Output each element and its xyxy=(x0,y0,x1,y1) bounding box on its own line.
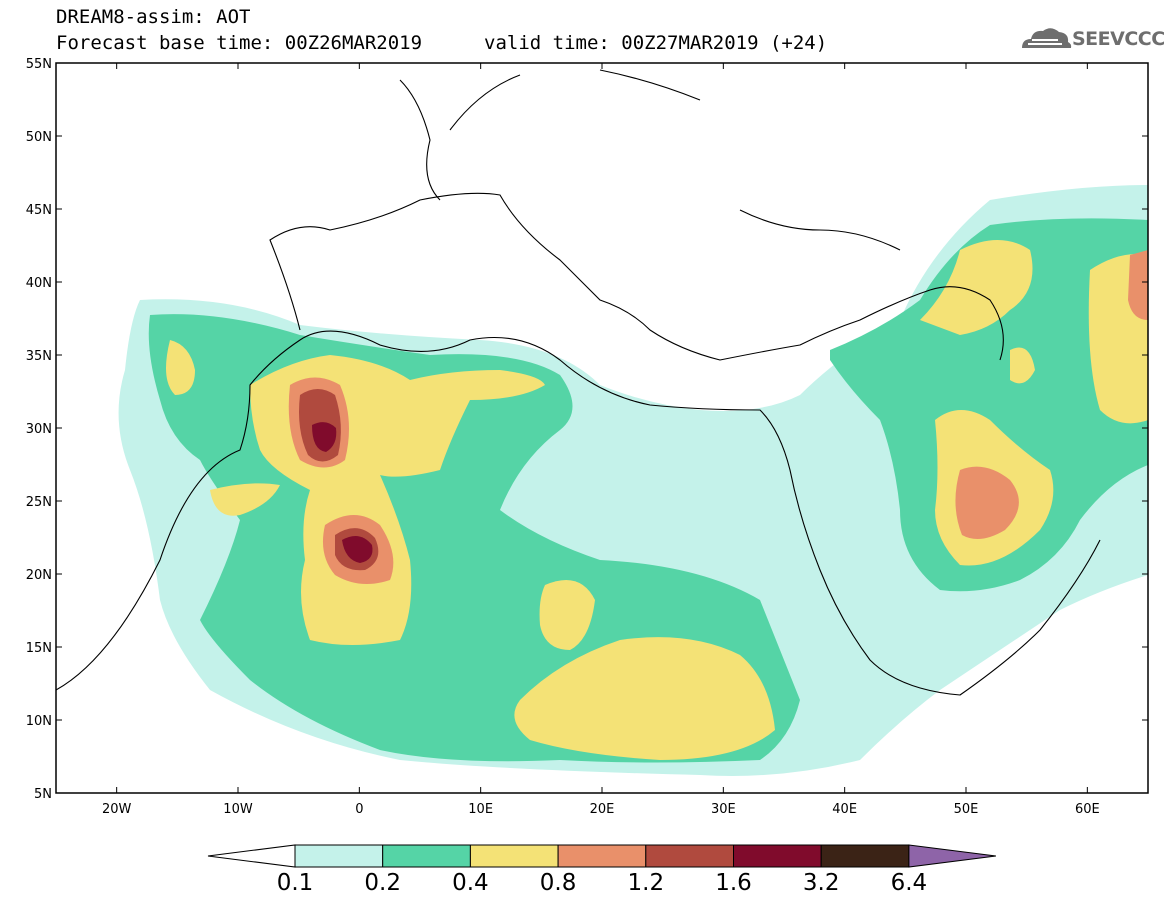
colorbar-level-label: 0.2 xyxy=(364,870,401,896)
colorbar-swatch xyxy=(382,844,471,868)
colorbar-level-label: 0.8 xyxy=(540,870,577,896)
latitude-axis: 5N 10N 15N 20N 25N 30N 35N 40N 45N 50N 55N xyxy=(26,57,1148,802)
coastlines xyxy=(56,69,1101,696)
lat-tick-label: 25N xyxy=(26,495,52,510)
lat-tick-label: 45N xyxy=(26,203,52,218)
lat-tick-label: 10N xyxy=(26,714,52,729)
lon-tick-label: 20W xyxy=(102,802,132,817)
lat-tick-label: 50N xyxy=(26,130,52,145)
colorbar: 0.1 0.2 0.4 0.8 1.2 1.6 3.2 6.4 xyxy=(207,844,996,896)
colorbar-level-label: 0.4 xyxy=(452,870,489,896)
valid-time: valid time: 00Z27MAR2019 (+24) xyxy=(484,32,828,54)
lon-tick-label: 50E xyxy=(954,802,979,817)
lon-tick-label: 0 xyxy=(355,802,363,817)
lon-tick-label: 40E xyxy=(832,802,857,817)
lat-tick-label: 35N xyxy=(26,349,52,364)
forecast-base-time: Forecast base time: 00Z26MAR2019 xyxy=(56,32,423,54)
longitude-axis: 20W 10W 0 10E 20E 30E 40E 50E 60E xyxy=(102,63,1100,817)
colorbar-over-arrow xyxy=(908,844,996,868)
lat-tick-label: 40N xyxy=(26,276,52,291)
aot-field xyxy=(118,185,1148,776)
lat-tick-label: 30N xyxy=(26,422,52,437)
lon-tick-label: 20E xyxy=(590,802,615,817)
colorbar-level-label: 1.2 xyxy=(628,870,665,896)
cloud-icon xyxy=(1022,28,1072,48)
lat-tick-label: 15N xyxy=(26,641,52,656)
colorbar-swatch xyxy=(820,844,910,868)
map-title: DREAM8-assim: AOT xyxy=(56,6,251,28)
lon-tick-label: 60E xyxy=(1075,802,1100,817)
colorbar-level-label: 0.1 xyxy=(277,870,314,896)
colorbar-under-arrow xyxy=(207,844,296,868)
colorbar-swatch xyxy=(645,844,734,868)
colorbar-level-label: 6.4 xyxy=(891,870,928,896)
lon-tick-label: 30E xyxy=(711,802,736,817)
colorbar-swatch xyxy=(469,844,559,868)
lon-tick-label: 10W xyxy=(223,802,253,817)
colorbar-level-label: 3.2 xyxy=(803,870,840,896)
lat-tick-label: 20N xyxy=(26,568,52,583)
colorbar-level-label: 1.6 xyxy=(715,870,752,896)
logo-text: SEEVCCC xyxy=(1072,28,1165,50)
colorbar-swatch xyxy=(733,844,822,868)
lat-tick-label: 55N xyxy=(26,57,52,72)
colorbar-swatch xyxy=(557,844,647,868)
lon-tick-label: 10E xyxy=(468,802,493,817)
colorbar-swatch xyxy=(294,844,384,868)
lat-tick-label: 5N xyxy=(34,787,52,802)
